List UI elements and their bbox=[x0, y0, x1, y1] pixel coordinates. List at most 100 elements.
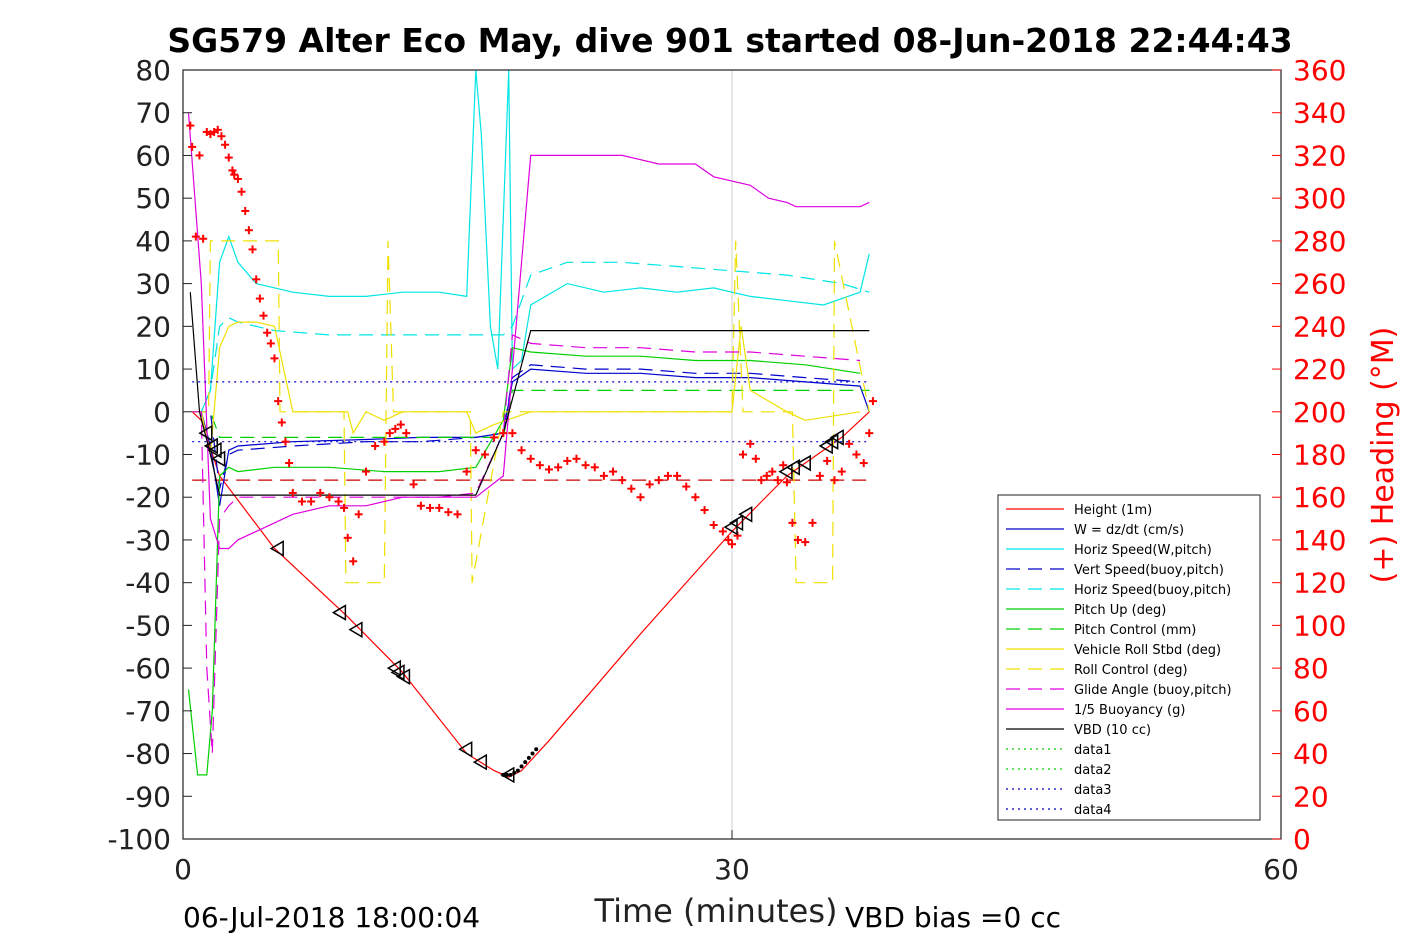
right-tick-label: 220 bbox=[1293, 353, 1346, 386]
legend-label: Horiz Speed(W,pitch) bbox=[1074, 543, 1212, 558]
depth-triangle-marker bbox=[211, 450, 226, 468]
heading-point bbox=[270, 354, 279, 363]
heading-point bbox=[426, 503, 435, 512]
series-line-2 bbox=[192, 70, 870, 413]
heading-point bbox=[195, 151, 204, 160]
heading-point bbox=[230, 170, 239, 179]
right-tick-label: 20 bbox=[1293, 780, 1329, 813]
depth-triangle-marker bbox=[796, 454, 811, 472]
heading-point bbox=[343, 533, 352, 542]
right-axis-label: (+) Heading (°M) bbox=[1366, 327, 1401, 584]
heading-point bbox=[288, 488, 297, 497]
heading-point bbox=[354, 510, 363, 519]
chart-title: SG579 Alter Eco May, dive 901 started 08… bbox=[167, 21, 1292, 60]
right-tick-label: 0 bbox=[1293, 823, 1311, 856]
right-tick-label: 200 bbox=[1293, 396, 1346, 429]
depth-triangle-marker bbox=[331, 604, 347, 621]
left-tick-label: -90 bbox=[125, 780, 171, 813]
heading-point bbox=[572, 454, 581, 463]
series-line-11 bbox=[189, 292, 870, 496]
heading-point bbox=[627, 484, 636, 493]
x-tick-label: 30 bbox=[714, 853, 750, 886]
legend-label: Glide Angle (buoy,pitch) bbox=[1074, 683, 1232, 698]
heading-point bbox=[316, 488, 325, 497]
right-tick-label: 300 bbox=[1293, 182, 1346, 215]
heading-point bbox=[281, 437, 290, 446]
left-tick-label: 80 bbox=[135, 54, 171, 87]
heading-point bbox=[823, 456, 832, 465]
heading-point bbox=[191, 232, 200, 241]
heading-point bbox=[217, 132, 226, 141]
left-tick-label: -50 bbox=[125, 609, 171, 642]
legend-label: Pitch Control (mm) bbox=[1074, 623, 1196, 638]
heading-point bbox=[228, 166, 237, 175]
left-tick-label: 60 bbox=[135, 139, 171, 172]
heading-point bbox=[221, 140, 230, 149]
x-tick-label: 0 bbox=[174, 853, 192, 886]
right-tick-label: 60 bbox=[1293, 695, 1329, 728]
heading-point bbox=[371, 441, 380, 450]
heading-point bbox=[865, 429, 874, 438]
left-tick-label: 20 bbox=[135, 310, 171, 343]
heading-point bbox=[709, 520, 718, 529]
legend-label: Height (1m) bbox=[1074, 503, 1152, 518]
heading-point bbox=[773, 476, 782, 485]
right-tick-label: 160 bbox=[1293, 481, 1346, 514]
series-line-8 bbox=[192, 240, 870, 584]
depth-dot-marker bbox=[526, 755, 531, 760]
heading-point bbox=[416, 501, 425, 510]
depth-triangle-marker bbox=[729, 514, 744, 532]
heading-point bbox=[266, 339, 275, 348]
legend: Height (1m) W = dz/dt (cm/s) Horiz Speed(W… bbox=[997, 494, 1261, 821]
heading-point bbox=[224, 153, 233, 162]
series-line-7 bbox=[192, 321, 861, 455]
heading-point bbox=[724, 535, 733, 544]
heading-point bbox=[779, 461, 788, 470]
footer-date: 06-Jul-2018 18:00:04 bbox=[183, 901, 480, 934]
heading-point bbox=[718, 527, 727, 536]
heading-point bbox=[793, 535, 802, 544]
right-tick-label: 360 bbox=[1293, 54, 1346, 87]
left-tick-label: 10 bbox=[135, 353, 171, 386]
heading-point bbox=[188, 142, 197, 151]
heading-point bbox=[340, 503, 349, 512]
heading-point bbox=[815, 471, 824, 480]
heading-point bbox=[599, 471, 608, 480]
heading-point bbox=[402, 429, 411, 438]
legend-label: Horiz Speed(buoy,pitch) bbox=[1074, 583, 1231, 598]
heading-point bbox=[581, 461, 590, 470]
left-tick-label: 0 bbox=[153, 396, 171, 429]
heading-point bbox=[801, 538, 810, 547]
left-axis-ticks: 80 70 60 50 40 30 20 10 0 -10 -20 -30 -40 -50 -60 -70 -8… bbox=[107, 54, 192, 856]
heading-point bbox=[768, 467, 777, 476]
right-tick-label: 320 bbox=[1293, 139, 1346, 172]
heading-point bbox=[307, 497, 316, 506]
legend-label: VBD (10 cc) bbox=[1074, 723, 1151, 738]
heading-point bbox=[334, 497, 343, 506]
heading-point bbox=[237, 187, 246, 196]
right-tick-label: 340 bbox=[1293, 97, 1346, 130]
series-line-6 bbox=[192, 389, 870, 438]
depth-triangle-marker bbox=[778, 463, 793, 480]
heading-point bbox=[244, 226, 253, 235]
heading-point bbox=[618, 476, 627, 485]
series-line-3 bbox=[192, 364, 861, 489]
right-axis-ticks: 3603403203002802602402202001801601401201… bbox=[1272, 54, 1346, 856]
right-tick-label: 260 bbox=[1293, 268, 1346, 301]
heading-point bbox=[746, 439, 755, 448]
legend-label: data2 bbox=[1074, 763, 1112, 778]
heading-point bbox=[252, 275, 261, 284]
heading-point bbox=[325, 493, 334, 502]
heading-point bbox=[435, 503, 444, 512]
depth-triangle-marker bbox=[198, 424, 213, 442]
heading-point bbox=[259, 311, 268, 320]
heading-point bbox=[471, 446, 480, 455]
heading-point bbox=[462, 467, 471, 476]
heading-point bbox=[757, 476, 766, 485]
heading-point bbox=[241, 206, 250, 215]
right-tick-label: 280 bbox=[1293, 225, 1346, 258]
legend-label: 1/5 Buoyancy (g) bbox=[1074, 703, 1185, 718]
series-line-10 bbox=[187, 112, 870, 550]
heading-point bbox=[255, 294, 264, 303]
